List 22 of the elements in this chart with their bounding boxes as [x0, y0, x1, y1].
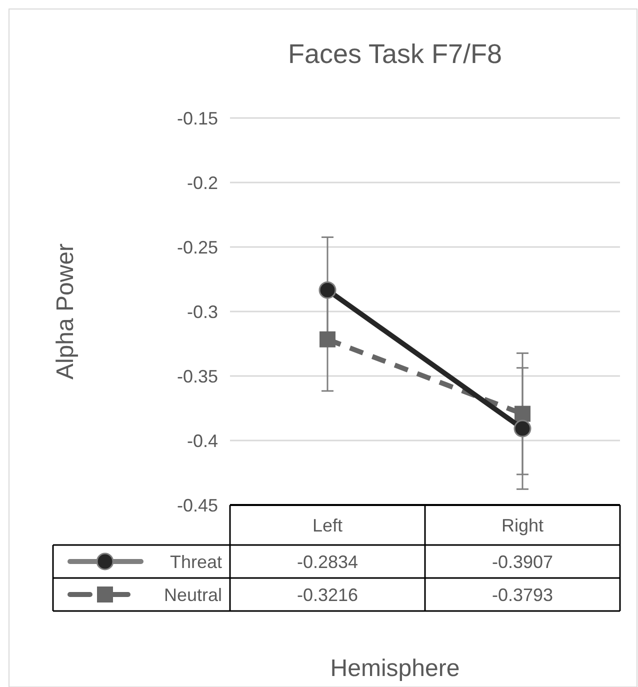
x-tick-label: Right [501, 515, 544, 536]
data-label: -0.3216 [296, 584, 358, 605]
y-axis-title: Alpha Power [52, 243, 79, 380]
chart-title: Faces Task F7/F8 [288, 39, 502, 69]
y-tick-label: -0.25 [176, 237, 218, 258]
point [318, 281, 336, 299]
point [320, 331, 336, 348]
point [514, 420, 532, 438]
data-label: -0.3793 [492, 584, 554, 605]
data-label: -0.3907 [492, 552, 554, 572]
y-tick-label: -0.3 [186, 302, 218, 322]
y-tick-label: -0.15 [176, 108, 218, 128]
point [514, 406, 530, 422]
x-axis-title: Hemisphere [330, 655, 460, 682]
legend-label: Neutral [164, 584, 222, 605]
legend-label: Threat [170, 552, 222, 572]
y-tick-label: -0.4 [186, 430, 218, 451]
y-tick-label: -0.45 [176, 495, 218, 516]
y-tick-label: -0.35 [176, 366, 218, 386]
data-label: -0.2834 [296, 552, 358, 572]
y-tick-label: -0.2 [186, 172, 218, 193]
x-tick-label: Left [312, 515, 343, 536]
